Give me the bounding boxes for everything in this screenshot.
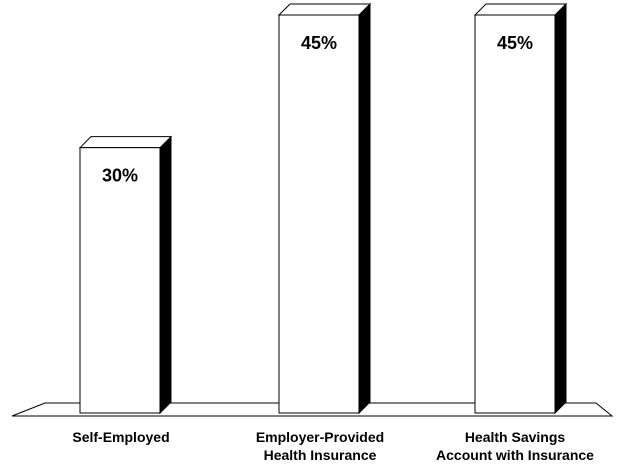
category-label: Health Savings Account with Insurance: [436, 429, 594, 463]
bar-top: [80, 137, 171, 148]
bar-top: [475, 4, 566, 15]
bar-front: [475, 15, 555, 413]
bar-front: [279, 15, 359, 413]
bar-side: [555, 4, 566, 413]
data-label: 45%: [301, 33, 337, 53]
bar-side: [359, 4, 370, 413]
data-label: 45%: [497, 33, 533, 53]
bar: 45%: [279, 4, 370, 413]
bar: 30%: [80, 137, 171, 413]
bar-side: [160, 137, 171, 413]
bar-front: [80, 148, 160, 413]
bar: 45%: [475, 4, 566, 413]
category-label: Self-Employed: [72, 429, 169, 445]
bar-top: [279, 4, 370, 15]
category-label: Employer-Provided Health Insurance: [256, 429, 384, 463]
category-labels: Self-Employed Employer-Provided Health Ins…: [72, 429, 594, 463]
data-label: 30%: [102, 166, 138, 186]
bars-group: 30% 45% 45%: [80, 4, 566, 413]
